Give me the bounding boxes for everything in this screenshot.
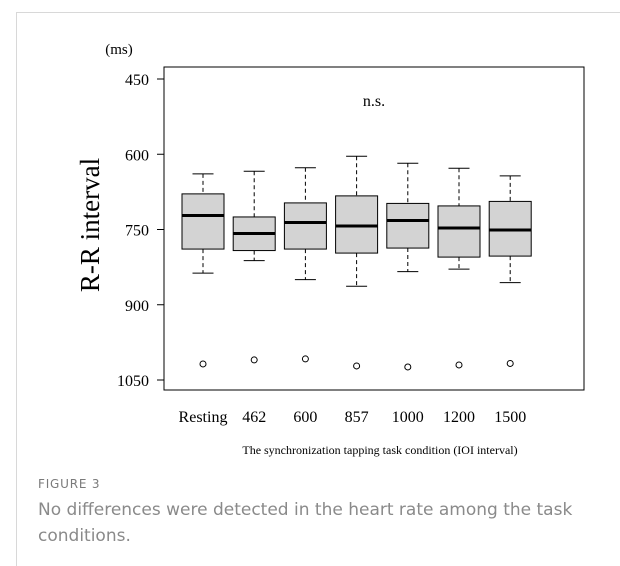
box-body — [437, 205, 481, 258]
outlier-point — [353, 362, 361, 370]
outlier-point — [250, 356, 258, 364]
box-600 — [283, 167, 327, 363]
box-body — [335, 195, 379, 254]
y-tick-label: 600 — [125, 147, 149, 164]
x-tick-label: 1200 — [443, 409, 475, 426]
y-tick-label: 1050 — [117, 373, 149, 390]
y-tick-label: 900 — [125, 298, 149, 315]
plot-frame — [163, 66, 585, 391]
outlier-point — [404, 363, 412, 371]
box-857 — [335, 155, 379, 370]
y-tick-label: 750 — [125, 223, 149, 240]
x-tick-label: 857 — [345, 409, 369, 426]
box-1500 — [488, 175, 532, 367]
outlier-point — [301, 355, 309, 363]
figure-label: FIGURE 3 — [38, 477, 101, 491]
box-body — [181, 193, 225, 250]
box-body — [386, 202, 430, 249]
figure-frame-left — [16, 12, 17, 566]
outlier-point — [506, 359, 514, 367]
chart-axes — [157, 66, 585, 391]
box-Resting — [181, 173, 225, 368]
outlier-point — [199, 360, 207, 368]
chart-labels: 450 600 750 900 1050 (ms) R-R interval n.s. Rest… — [75, 42, 526, 457]
box-462 — [232, 170, 276, 364]
x-tick-label: 462 — [242, 409, 266, 426]
x-tick-label: 600 — [293, 409, 317, 426]
figure-caption: No differences were detected in the hear… — [38, 500, 573, 546]
box-1200 — [437, 167, 481, 369]
x-axis-title: The synchronization tapping task conditi… — [242, 443, 517, 457]
x-tick-label: 1500 — [494, 409, 526, 426]
y-tick-label: 450 — [125, 72, 149, 89]
significance-annotation: n.s. — [363, 93, 385, 110]
box-body — [283, 202, 327, 250]
y-unit-label: (ms) — [105, 42, 133, 58]
y-axis-title: R-R interval — [75, 158, 105, 292]
x-tick-label: Resting — [179, 409, 228, 426]
box-1000 — [386, 162, 430, 371]
figure-frame-top — [16, 12, 620, 13]
x-tick-label: 1000 — [392, 409, 424, 426]
boxplot-chart: 450 600 750 900 1050 (ms) R-R interval n.s. Rest… — [75, 42, 585, 457]
outlier-point — [455, 361, 463, 369]
chart-boxes — [181, 155, 532, 371]
